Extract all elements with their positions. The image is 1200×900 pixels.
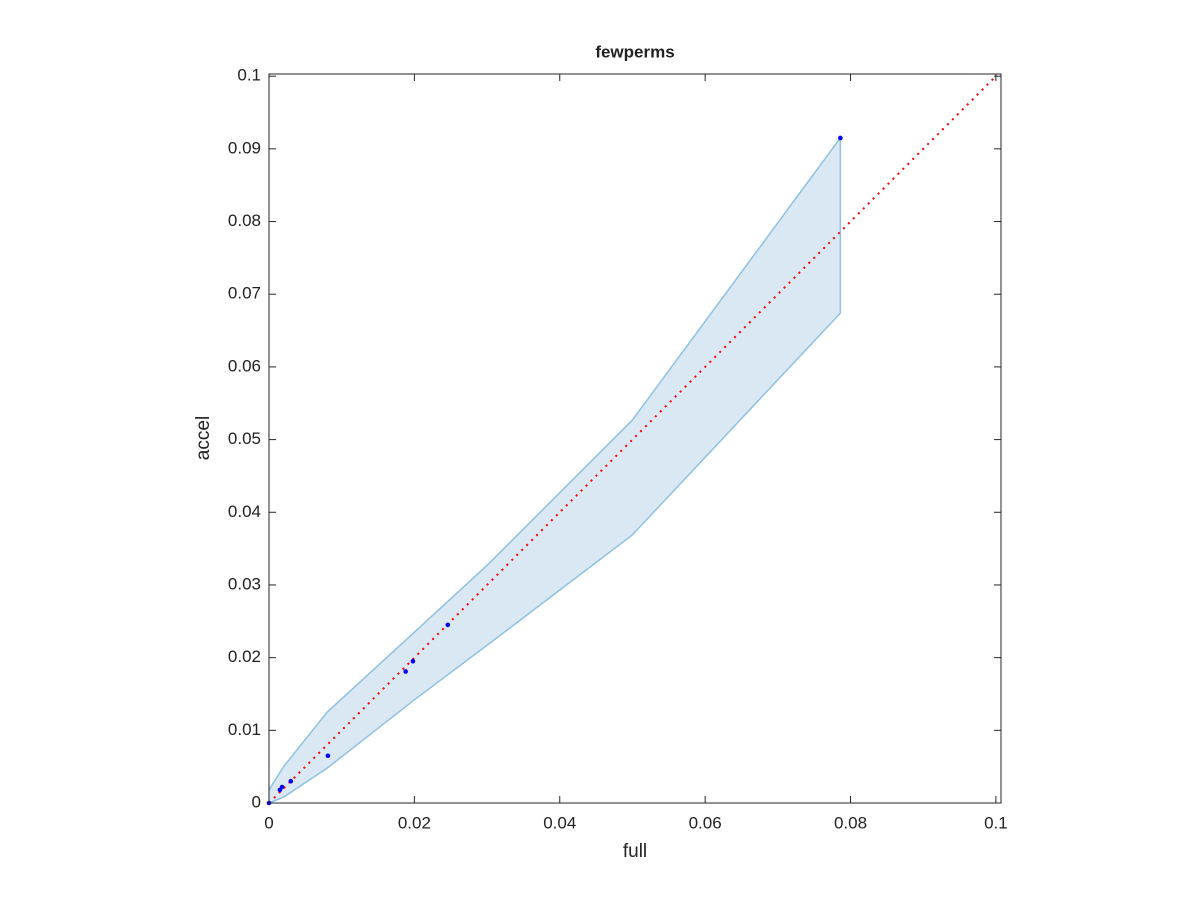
x-tick-label: 0.1	[984, 813, 1008, 832]
y-tick-label: 0.05	[228, 429, 261, 448]
x-tick-label: 0.04	[543, 813, 576, 832]
band-upper-edge	[268, 137, 841, 791]
x-axis-label: full	[623, 841, 647, 862]
y-tick-label: 0.02	[228, 647, 261, 666]
y-tick-label: 0.07	[228, 284, 261, 303]
y-tick-label: 0.01	[228, 720, 261, 739]
point	[410, 658, 416, 664]
point	[325, 753, 331, 759]
axes-box	[268, 73, 1002, 804]
confidence-band	[269, 137, 841, 804]
point	[279, 784, 285, 790]
point	[838, 135, 843, 141]
y-tick-label: 0.09	[228, 138, 261, 157]
y-tick-label: 0.1	[237, 66, 261, 85]
y-tick-label: 0.08	[228, 211, 261, 230]
chart-title: fewperms	[595, 42, 674, 61]
band-lower-edge	[268, 312, 841, 804]
x-tick-label: 0	[264, 813, 273, 832]
y-tick-label: 0.03	[228, 574, 261, 593]
y-tick-label: 0	[252, 792, 261, 811]
x-tick-label: 0.02	[398, 813, 431, 832]
y-axis-label: accel	[193, 416, 214, 460]
y-tick-label: 0.04	[228, 502, 261, 521]
point	[403, 669, 408, 674]
x-tick-label: 0.08	[834, 813, 867, 832]
point	[445, 622, 451, 628]
point	[288, 778, 294, 784]
y-tick-label: 0.06	[228, 356, 261, 375]
x-tick-label: 0.06	[689, 813, 722, 832]
